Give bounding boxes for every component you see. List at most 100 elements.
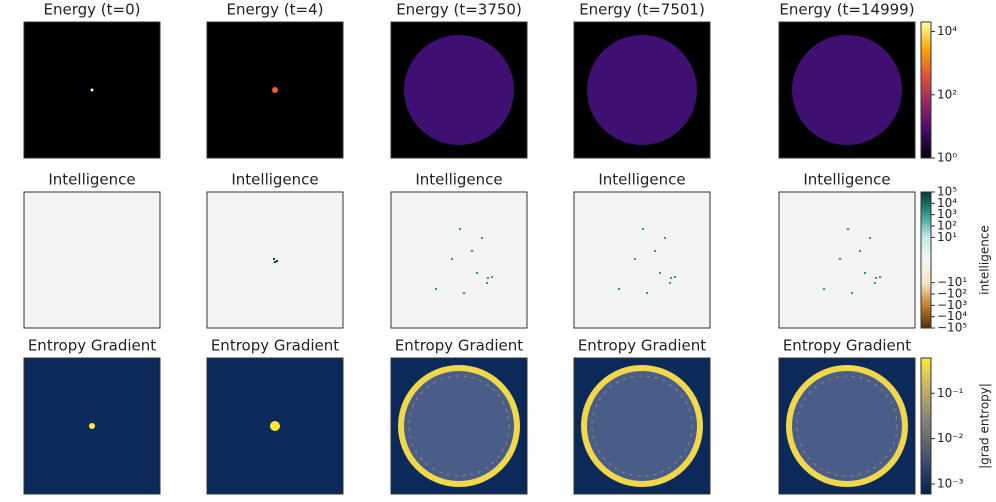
agent (851, 292, 853, 294)
agent (481, 237, 483, 239)
tick-label: 10² (937, 219, 957, 233)
agent (634, 258, 636, 260)
panel-image (24, 192, 160, 328)
agent (463, 292, 465, 294)
tick-label: 10⁴ (937, 196, 957, 210)
agent (669, 282, 671, 284)
tick-label: −10⁴ (937, 309, 967, 323)
panel-title: Energy (t=0) (44, 1, 141, 19)
panel-image (779, 192, 915, 328)
panel-title: Intelligence (803, 171, 890, 189)
panel-frame (390, 21, 528, 159)
gradient-spot (89, 423, 95, 429)
panel-frame (206, 357, 344, 495)
panel-frame (23, 191, 161, 329)
tick-label: 10² (937, 87, 957, 101)
gradient-disc (786, 365, 908, 487)
agent (435, 288, 437, 290)
tick-label: −10² (937, 287, 967, 301)
panel-title: Entropy Gradient (28, 337, 156, 355)
colorbar (920, 191, 932, 329)
gradient-spot (270, 421, 280, 431)
panel-title: Entropy Gradient (578, 337, 706, 355)
panel-title: Energy (t=7501) (579, 1, 705, 19)
panel-title: Entropy Gradient (395, 337, 523, 355)
agent (869, 237, 871, 239)
colorbar (920, 21, 932, 159)
panel-frame (390, 357, 528, 495)
hot-spot (90, 88, 94, 92)
tick-label: 10³ (937, 207, 957, 221)
agent (864, 272, 866, 274)
agent (823, 288, 825, 290)
agent (839, 258, 841, 260)
panel-frame (778, 191, 916, 329)
energy-disc (587, 35, 697, 145)
panel-frame (778, 21, 916, 159)
panel-image (574, 192, 710, 328)
tick-label: 10⁻² (937, 431, 964, 445)
tick-label: 10¹ (937, 230, 957, 244)
energy-disc (792, 35, 902, 145)
panel-image (391, 192, 527, 328)
agent (618, 288, 620, 290)
panel-title: Entropy Gradient (783, 337, 911, 355)
tick-label: −10⁵ (937, 321, 967, 335)
tick-label: 10⁻³ (937, 476, 964, 490)
panel-frame (573, 357, 711, 495)
agent (486, 282, 488, 284)
panel-frame (206, 191, 344, 329)
agent (859, 250, 861, 252)
tick-label: −10³ (937, 298, 967, 312)
tick-label: 10⁰ (937, 151, 957, 165)
colorbar (920, 357, 932, 495)
tick-label: −10¹ (937, 275, 967, 289)
agent (491, 276, 493, 278)
panel-title: Intelligence (598, 171, 685, 189)
energy-disc (404, 35, 514, 145)
gradient-texture (591, 375, 693, 477)
agent (646, 292, 648, 294)
panel-title: Energy (t=4) (227, 1, 324, 19)
panel-title: Energy (t=3750) (396, 1, 522, 19)
agent (875, 277, 877, 279)
panel-frame (573, 191, 711, 329)
agent (274, 261, 276, 263)
panel-frame (23, 357, 161, 495)
tick-label: 10⁴ (937, 24, 957, 38)
agent (476, 272, 478, 274)
agent (459, 228, 461, 230)
colorbar-label: |grad entropy| (978, 383, 992, 469)
agent (273, 258, 275, 260)
agent (451, 258, 453, 260)
agent (654, 250, 656, 252)
panel-title: Energy (t=14999) (779, 1, 914, 19)
panel-frame (206, 21, 344, 159)
panel-frame (573, 21, 711, 159)
panel-title: Intelligence (231, 171, 318, 189)
agent (276, 260, 278, 262)
panel-frame (23, 21, 161, 159)
colorbar-label: intelligence (978, 225, 992, 295)
panel-title: Intelligence (415, 171, 502, 189)
agent (674, 276, 676, 278)
panel-frame (390, 191, 528, 329)
gradient-texture (796, 375, 898, 477)
agent (471, 250, 473, 252)
agent (670, 277, 672, 279)
agent (879, 276, 881, 278)
agent (659, 272, 661, 274)
tick-label: 10⁻¹ (937, 386, 964, 400)
panel-frame (778, 357, 916, 495)
agent (642, 228, 644, 230)
agent (847, 228, 849, 230)
gradient-disc (581, 365, 703, 487)
panel-title: Intelligence (48, 171, 135, 189)
gradient-disc (398, 365, 520, 487)
hot-spot (272, 87, 278, 93)
agent (664, 237, 666, 239)
agent (487, 277, 489, 279)
panel-title: Entropy Gradient (211, 337, 339, 355)
tick-label: 10⁵ (937, 185, 957, 199)
